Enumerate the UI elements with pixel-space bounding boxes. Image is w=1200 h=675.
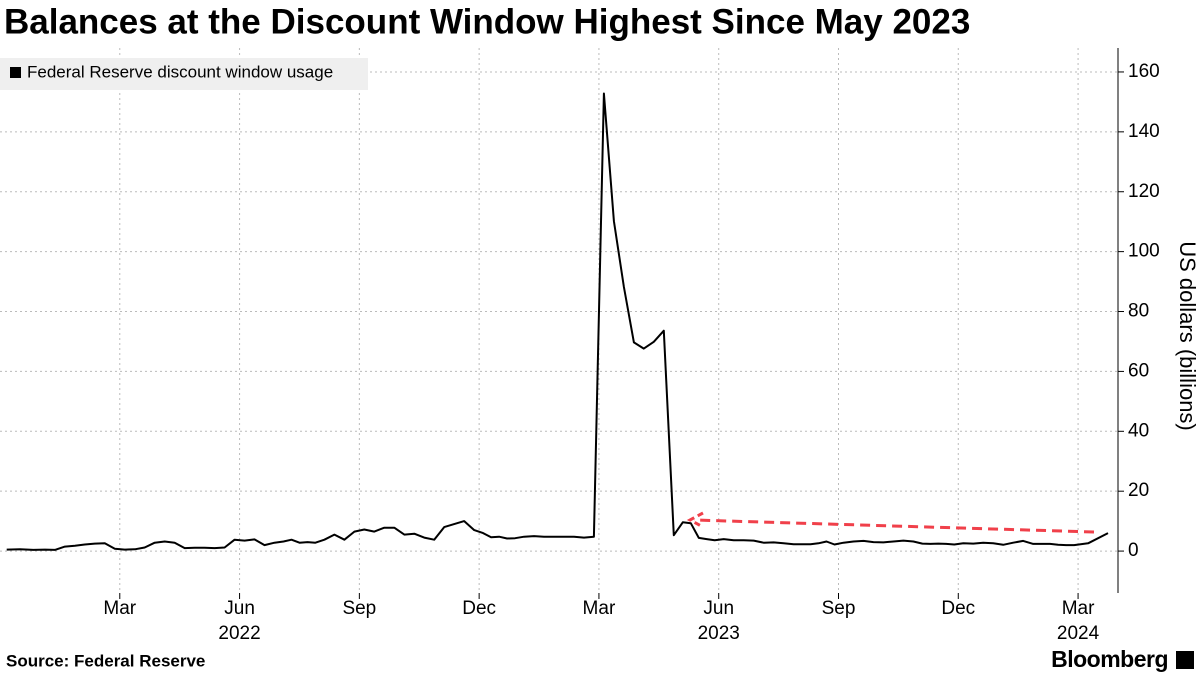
legend-swatch <box>10 67 21 78</box>
x-year-label: 2024 <box>1057 623 1100 644</box>
x-tick-label: Jun <box>224 598 255 619</box>
y-tick-label: 120 <box>1128 181 1160 202</box>
y-axis-label: US dollars (billions) <box>1175 241 1200 431</box>
x-tick-label: Mar <box>1062 598 1095 619</box>
annotation-arrow <box>686 511 1095 534</box>
y-tick-label: 100 <box>1128 241 1160 262</box>
y-tick-label: 140 <box>1128 121 1160 142</box>
x-tick-label: Jun <box>703 598 734 619</box>
x-tick-label: Dec <box>941 598 975 619</box>
y-tick-label: 160 <box>1128 61 1160 82</box>
plot-area: 0 20 40 60 80 100 120 140 160 Mar Jun 2022 Sep Dec Mar… <box>0 48 1160 644</box>
x-tick-label: Sep <box>822 598 856 619</box>
y-tick-label: 20 <box>1128 480 1149 501</box>
brand-icon <box>1176 651 1194 669</box>
line <box>6 92 1109 551</box>
y-tick-label: 60 <box>1128 360 1149 381</box>
y-tick-label: 40 <box>1128 420 1149 441</box>
y-tick-label: 80 <box>1128 301 1149 322</box>
legend-box <box>0 58 368 90</box>
x-tick-label: Mar <box>583 598 616 619</box>
y-tick-label: 0 <box>1128 540 1139 561</box>
chart-title: Balances at the Discount Window Highest … <box>4 2 970 41</box>
x-tick-label: Sep <box>342 598 376 619</box>
x-year-label: 2023 <box>698 623 740 644</box>
x-year-label: 2022 <box>218 623 260 644</box>
legend-label: Federal Reserve discount window usage <box>27 62 333 81</box>
x-tick-label: Dec <box>462 598 496 619</box>
brand: Bloomberg <box>1051 646 1168 672</box>
x-tick-label: Mar <box>103 598 136 619</box>
source: Source: Federal Reserve <box>6 651 205 670</box>
